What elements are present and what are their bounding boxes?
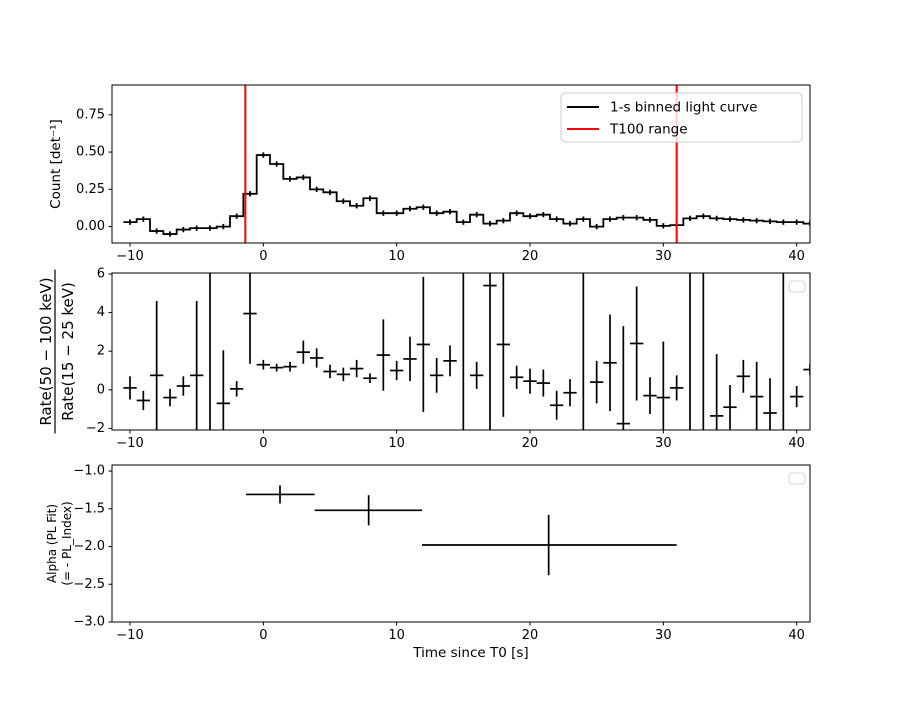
x-tick-label: −10 [116,249,143,264]
empty-legend-box [788,280,806,293]
axes-frame [111,84,811,244]
y-axis-label-line1: Alpha (PL Fit) [45,504,59,583]
x-tick-label: 0 [259,628,267,643]
y-tick-label: −1.5 [73,501,105,516]
y-tick-label: −1.0 [73,464,105,479]
x-tick-label: 20 [522,628,539,643]
y-tick-label: −3.0 [73,615,105,630]
y-axis-label: Count [det⁻¹] [48,119,64,209]
y-tick-label: −2.0 [73,539,105,554]
y-tick-label: −2 [86,421,105,436]
x-tick-label: 20 [522,249,539,264]
x-tick-label: 10 [388,249,405,264]
empty-legend-box [788,472,806,485]
y-tick-label: 6 [97,266,105,281]
plot-area [246,485,677,576]
plot-area [123,85,810,243]
x-tick-label: 10 [388,628,405,643]
legend: 1-s binned light curve T100 range [560,92,803,143]
y-axis-label-line2: (= - PL_Index) [60,501,74,585]
x-tick-label: 30 [655,436,672,451]
ratio-errorbar-series [123,273,810,430]
fraction-numerator: Rate(50 − 100 keV) [37,277,55,425]
x-tick-label: 0 [259,436,267,451]
x-axis-label: Time since T0 [s] [412,645,528,661]
x-tick-label: 30 [655,628,672,643]
y-axis-ticks: −2 0 2 4 6 [86,266,112,436]
y-tick-label: 0.50 [76,145,105,160]
legend-entry-label: 1-s binned light curve [610,100,757,116]
y-axis-ticks: 0.00 0.25 0.50 0.75 [76,107,112,234]
x-tick-label: 40 [788,436,805,451]
y-tick-label: 0.75 [76,107,105,122]
x-axis-ticks: −10 0 10 20 30 40 [116,430,805,451]
light-curve-step-line [123,154,810,235]
axes-frame [111,272,811,431]
x-tick-label: −10 [116,628,143,643]
y-tick-label: −2.5 [73,577,105,592]
y-tick-label: 2 [97,344,105,359]
x-axis-ticks: −10 0 10 20 30 40 [116,243,805,264]
y-axis-label-fraction: Rate(50 − 100 keV) Rate(15 − 25 keV) [37,269,77,434]
x-tick-label: 40 [788,628,805,643]
x-axis-ticks: −10 0 10 20 30 40 [116,622,805,643]
plot-area [123,273,810,430]
legend-entry-label: T100 range [609,122,688,138]
x-tick-label: 10 [388,436,405,451]
y-tick-label: 0 [97,382,105,397]
fraction-denominator: Rate(15 − 25 keV) [59,282,77,421]
y-tick-label: 0.25 [76,182,105,197]
x-tick-label: 40 [788,249,805,264]
y-tick-label: 0.00 [76,219,105,234]
x-tick-label: 30 [655,249,672,264]
x-tick-label: 20 [522,436,539,451]
axes-frame [111,464,811,623]
y-tick-label: 4 [97,305,105,320]
legend-box [560,92,803,143]
y-axis-ticks: −1.0 −1.5 −2.0 −2.5 −3.0 [73,464,112,630]
hardness-ratio-panel: −10 0 10 20 30 40 −2 0 2 4 6 Rate(50 − 100 keV) Rate… [37,266,811,451]
light-curve-markers [129,152,810,237]
alpha-errorbar-series [246,485,677,576]
x-tick-label: −10 [116,436,143,451]
alpha-panel: −10 0 10 20 30 40 −1.0 −1.5 −2.0 −2.5 −3.0 Alpha (P… [45,464,811,661]
x-tick-label: 0 [259,249,267,264]
light-curve-panel: −10 0 10 20 30 40 0.00 0.25 0.50 0.75 1-s binned l… [48,84,811,264]
